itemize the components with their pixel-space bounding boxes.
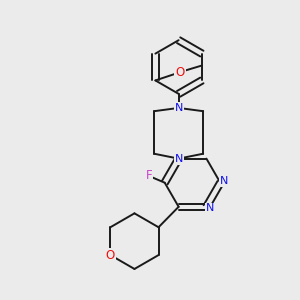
Text: N: N [174,103,183,113]
Text: N: N [206,203,214,213]
Text: N: N [174,154,183,164]
Text: F: F [146,169,152,182]
Text: O: O [106,249,115,262]
Text: O: O [175,66,184,79]
Text: N: N [220,176,229,186]
